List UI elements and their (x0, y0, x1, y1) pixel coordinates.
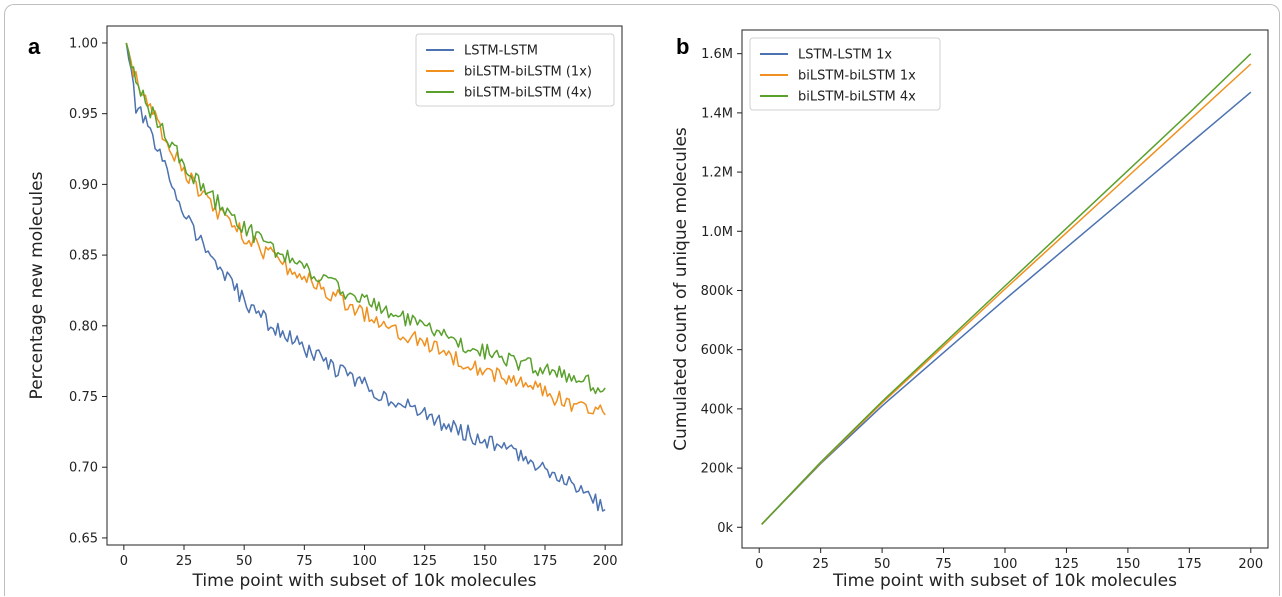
chart-panel-b: b 0 25 50 75 100 125 150 175 200 0k 200k 400k 600k 800… (671, 29, 1269, 591)
x-tick-label: 25 (176, 554, 193, 569)
x-tick-label: 200 (1238, 557, 1263, 572)
y-tick-label: 0.65 (69, 531, 98, 546)
legend-label: biLSTM-biLSTM (1x) (464, 65, 592, 80)
x-tick-label: 150 (1115, 557, 1140, 572)
y-tick-label: 1.0M (701, 225, 733, 240)
series-line-3 (761, 53, 1252, 525)
y-axis-label: Cumulated count of unique molecules (671, 127, 691, 451)
y-tick-label: 1.00 (69, 36, 98, 51)
legend-label: biLSTM-biLSTM (4x) (464, 86, 592, 101)
x-tick-label: 50 (874, 557, 891, 572)
x-tick-label: 50 (236, 554, 253, 569)
x-tick-label: 200 (593, 554, 618, 569)
series-line-1 (125, 42, 606, 512)
x-axis-label: Time point with subset of 10k molecules (832, 571, 1177, 591)
legend-label: biLSTM-biLSTM 1x (798, 69, 916, 84)
legend-box (749, 37, 941, 111)
x-tick-label: 100 (352, 554, 377, 569)
x-axis-label: Time point with subset of 10k molecules (191, 571, 536, 591)
y-tick-label: 400k (701, 402, 734, 417)
y-tick-label: 600k (701, 343, 734, 358)
y-tick-label: 0.95 (69, 107, 98, 122)
plot-area-frame (106, 25, 623, 546)
y-tick-label: 800k (701, 284, 734, 299)
x-tick-label: 75 (935, 557, 952, 572)
legend-label: biLSTM-biLSTM 4x (798, 90, 916, 105)
y-tick-label: 0.80 (69, 319, 98, 334)
x-tick-label: 175 (533, 554, 558, 569)
x-tick-label: 100 (993, 557, 1018, 572)
y-tick-label: 1.6M (701, 47, 733, 62)
legend-label: LSTM-LSTM (464, 44, 538, 59)
x-tick-label: 175 (1177, 557, 1202, 572)
y-tick-label: 200k (701, 462, 734, 477)
y-tick-label: 1.2M (701, 166, 733, 181)
series-line-1 (761, 91, 1252, 525)
y-axis-label: Percentage new molecules (27, 171, 47, 399)
y-tick-label: 0.90 (69, 178, 98, 193)
chart-panel-a: a 0 25 50 75 100 125 150 175 200 0.65 0.70 0.75 0.80 0… (27, 25, 623, 591)
panel-label: a (28, 34, 41, 59)
y-tick-label: 0.75 (69, 390, 98, 405)
y-tick-label: 0.70 (69, 461, 98, 476)
y-tick-label: 0.85 (69, 249, 98, 264)
y-tick-label: 1.4M (701, 106, 733, 121)
figure-frame (4, 4, 1280, 596)
x-tick-label: 0 (120, 554, 128, 569)
x-tick-label: 150 (472, 554, 497, 569)
legend-box (415, 33, 615, 107)
x-tick-label: 0 (755, 557, 763, 572)
series-line-2 (761, 63, 1252, 525)
panel-label: b (676, 34, 689, 59)
y-tick-label: 0k (717, 521, 733, 536)
x-tick-label: 125 (1054, 557, 1079, 572)
x-tick-label: 25 (812, 557, 829, 572)
series-line-3 (125, 42, 606, 395)
plot-area-frame (741, 29, 1269, 549)
x-tick-label: 75 (296, 554, 313, 569)
legend-label: LSTM-LSTM 1x (798, 48, 892, 63)
x-tick-label: 125 (412, 554, 437, 569)
